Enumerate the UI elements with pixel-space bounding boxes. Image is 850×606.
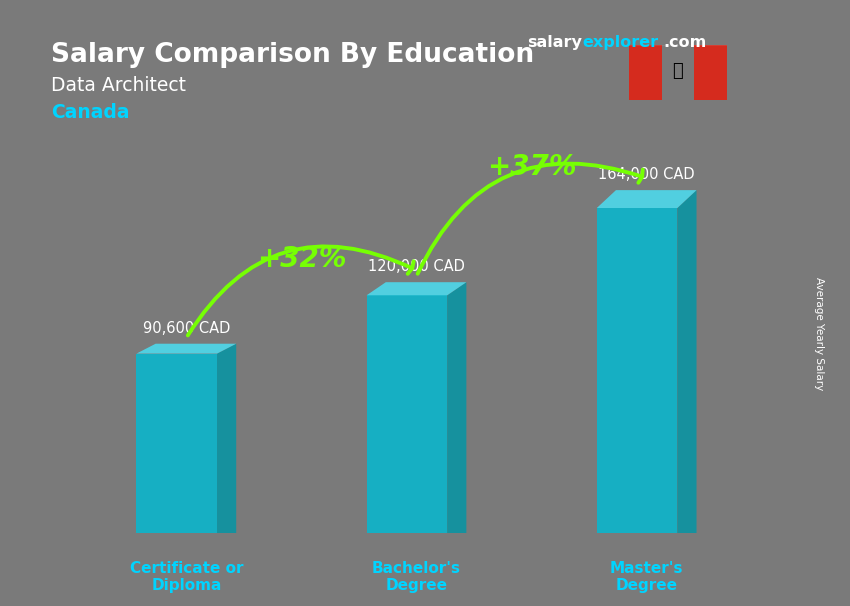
- Text: +32%: +32%: [257, 245, 346, 273]
- Text: Master's
Degree: Master's Degree: [610, 561, 683, 593]
- Polygon shape: [137, 344, 236, 353]
- Text: Salary Comparison By Education: Salary Comparison By Education: [51, 42, 534, 68]
- Polygon shape: [629, 45, 661, 100]
- Text: 164,000 CAD: 164,000 CAD: [598, 167, 695, 182]
- Text: +37%: +37%: [487, 153, 576, 181]
- Polygon shape: [694, 45, 727, 100]
- Polygon shape: [366, 282, 467, 295]
- Text: Certificate or
Diploma: Certificate or Diploma: [129, 561, 243, 593]
- Polygon shape: [217, 344, 236, 533]
- Text: 90,600 CAD: 90,600 CAD: [143, 321, 230, 336]
- Text: explorer: explorer: [582, 35, 659, 50]
- Polygon shape: [366, 295, 447, 533]
- Text: 🍁: 🍁: [672, 62, 683, 81]
- Text: 120,000 CAD: 120,000 CAD: [368, 259, 465, 275]
- Text: Average Yearly Salary: Average Yearly Salary: [814, 277, 824, 390]
- Text: Data Architect: Data Architect: [51, 76, 186, 95]
- Text: salary: salary: [527, 35, 582, 50]
- Text: Bachelor's
Degree: Bachelor's Degree: [372, 561, 461, 593]
- Text: Canada: Canada: [51, 103, 129, 122]
- Polygon shape: [597, 190, 696, 208]
- Polygon shape: [447, 282, 467, 533]
- Polygon shape: [677, 190, 696, 533]
- Polygon shape: [597, 208, 677, 533]
- Text: .com: .com: [663, 35, 706, 50]
- Polygon shape: [137, 353, 217, 533]
